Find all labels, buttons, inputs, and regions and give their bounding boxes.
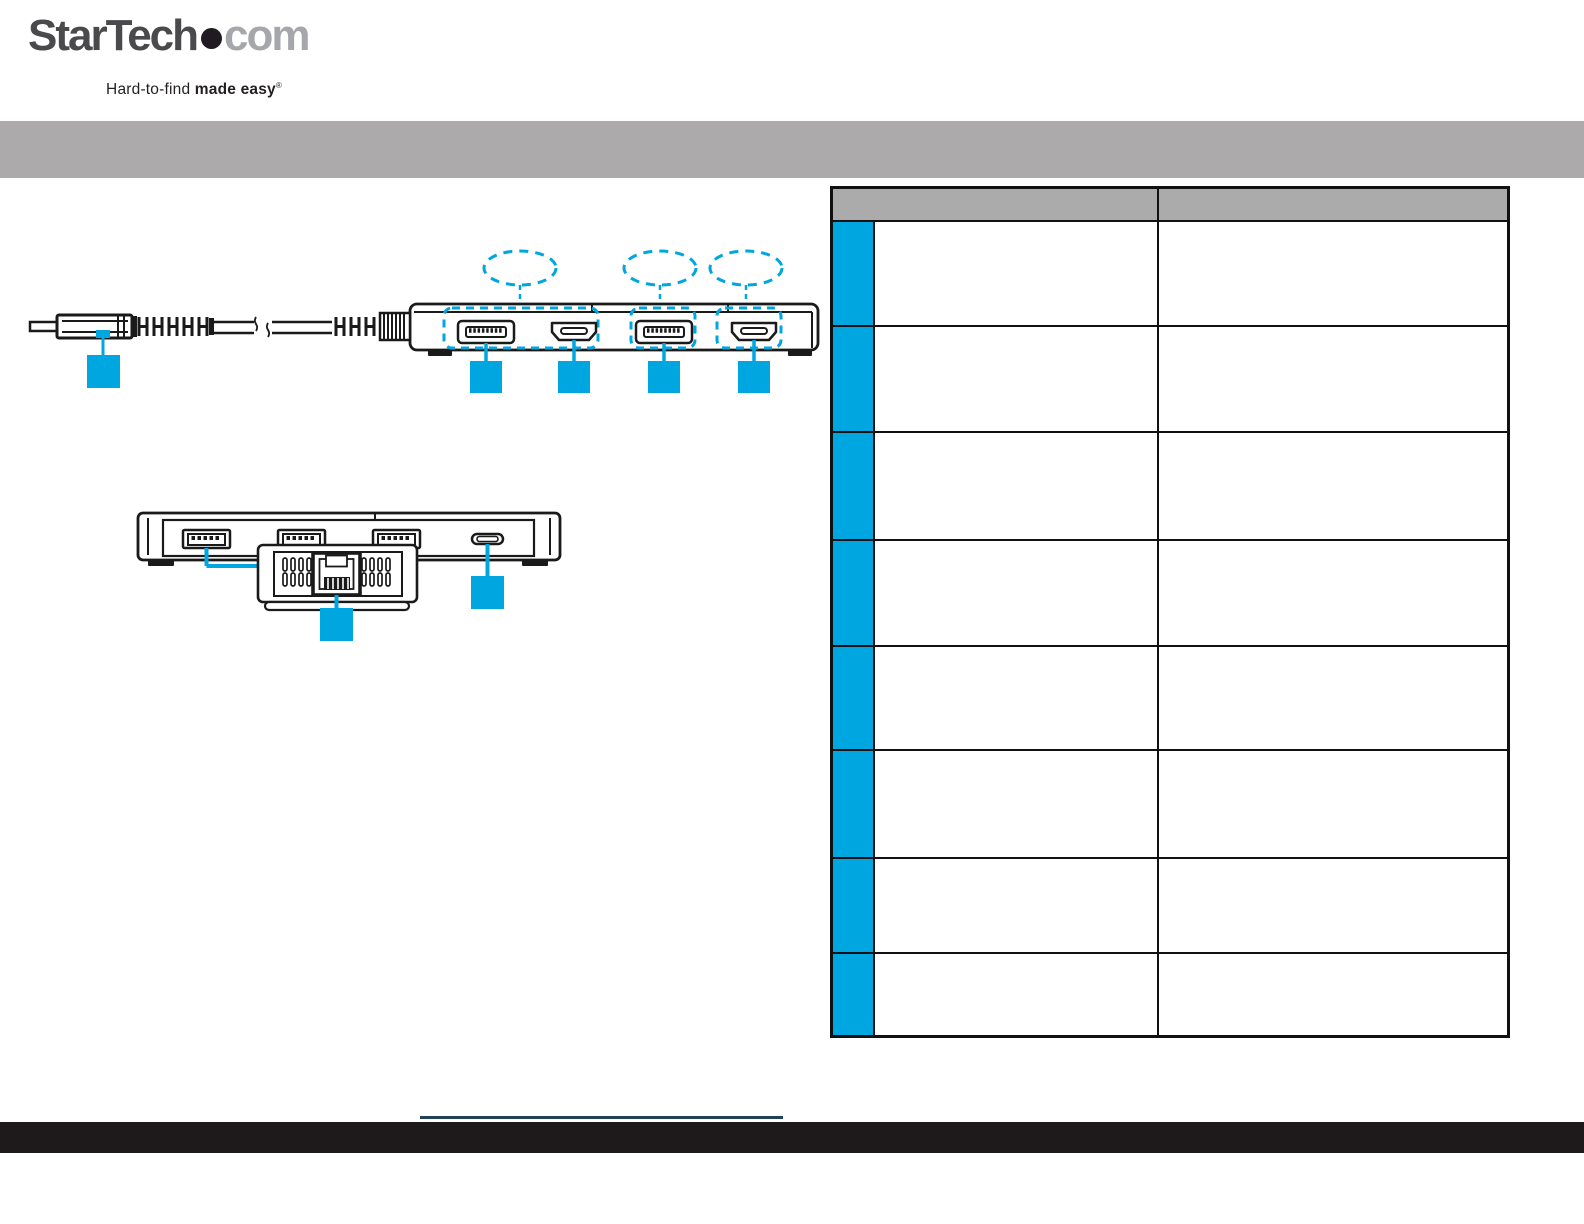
row-badge-cell bbox=[833, 222, 875, 327]
tagline-regular: Hard-to-find bbox=[106, 81, 195, 98]
footer-bar bbox=[0, 1122, 1584, 1153]
row-feature-cell bbox=[875, 433, 1159, 541]
row-badge-cell bbox=[833, 954, 875, 1035]
footer-divider-line bbox=[420, 1116, 783, 1119]
row-feature-cell bbox=[875, 541, 1159, 647]
displayport-icon bbox=[456, 319, 516, 345]
row-feature-cell bbox=[875, 954, 1159, 1035]
row-feature-cell bbox=[875, 327, 1159, 433]
row-description-cell bbox=[1159, 859, 1507, 954]
section-banner bbox=[0, 121, 1584, 178]
side-view-diagram bbox=[256, 543, 419, 641]
blue-callout-square bbox=[648, 343, 680, 393]
dashed-callout-ellipse bbox=[482, 249, 558, 308]
vent-slots-icon bbox=[282, 557, 391, 587]
blue-callout-square bbox=[320, 595, 353, 641]
usb-c-cable-icon bbox=[28, 311, 412, 342]
dashed-callout-rect bbox=[442, 306, 600, 350]
hdmi-icon bbox=[550, 321, 598, 342]
dashed-callout-ellipse bbox=[708, 249, 784, 308]
blue-callout-square bbox=[470, 343, 502, 393]
usb-a-icon bbox=[181, 528, 232, 550]
device-diagrams bbox=[28, 249, 820, 641]
blue-callout-square bbox=[471, 544, 504, 609]
row-badge-cell bbox=[833, 859, 875, 954]
row-description-cell bbox=[1159, 751, 1507, 859]
logo-tagline: Hard-to-find made easy® bbox=[30, 82, 282, 98]
table-header-right bbox=[1159, 189, 1507, 222]
row-description-cell bbox=[1159, 954, 1507, 1035]
blue-callout-square bbox=[558, 340, 590, 393]
displayport-icon bbox=[634, 319, 694, 345]
row-badge-cell bbox=[833, 541, 875, 647]
row-feature-cell bbox=[875, 859, 1159, 954]
blue-callout-square bbox=[738, 340, 770, 393]
tagline-bold: made easy bbox=[194, 81, 276, 98]
row-badge-cell bbox=[833, 751, 875, 859]
front-view-diagram bbox=[28, 249, 820, 393]
row-badge-cell bbox=[833, 647, 875, 751]
row-description-cell bbox=[1159, 327, 1507, 433]
row-badge-cell bbox=[833, 327, 875, 433]
row-badge-cell bbox=[833, 433, 875, 541]
table-header-left bbox=[833, 189, 1159, 222]
dashed-callout-rect bbox=[715, 306, 783, 350]
row-description-cell bbox=[1159, 541, 1507, 647]
logo-text-suffix: com bbox=[224, 11, 310, 60]
logo-dot-icon bbox=[201, 28, 223, 49]
rear-view-diagram bbox=[136, 511, 562, 609]
row-description-cell bbox=[1159, 222, 1507, 327]
info-table bbox=[830, 186, 1510, 1038]
startech-logo: StarTech com bbox=[28, 11, 311, 60]
logo-text-primary: StarTech bbox=[28, 11, 199, 60]
row-feature-cell bbox=[875, 222, 1159, 327]
dashed-callout-ellipse bbox=[622, 249, 698, 308]
row-description-cell bbox=[1159, 647, 1507, 751]
blue-callout-square bbox=[87, 330, 120, 388]
row-description-cell bbox=[1159, 433, 1507, 541]
row-feature-cell bbox=[875, 751, 1159, 859]
dashed-callout-rect bbox=[629, 306, 697, 350]
hdmi-icon bbox=[730, 321, 778, 342]
ethernet-rj45-icon bbox=[311, 551, 362, 597]
registered-mark: ® bbox=[275, 81, 282, 90]
row-feature-cell bbox=[875, 647, 1159, 751]
usb-c-icon bbox=[470, 532, 505, 546]
